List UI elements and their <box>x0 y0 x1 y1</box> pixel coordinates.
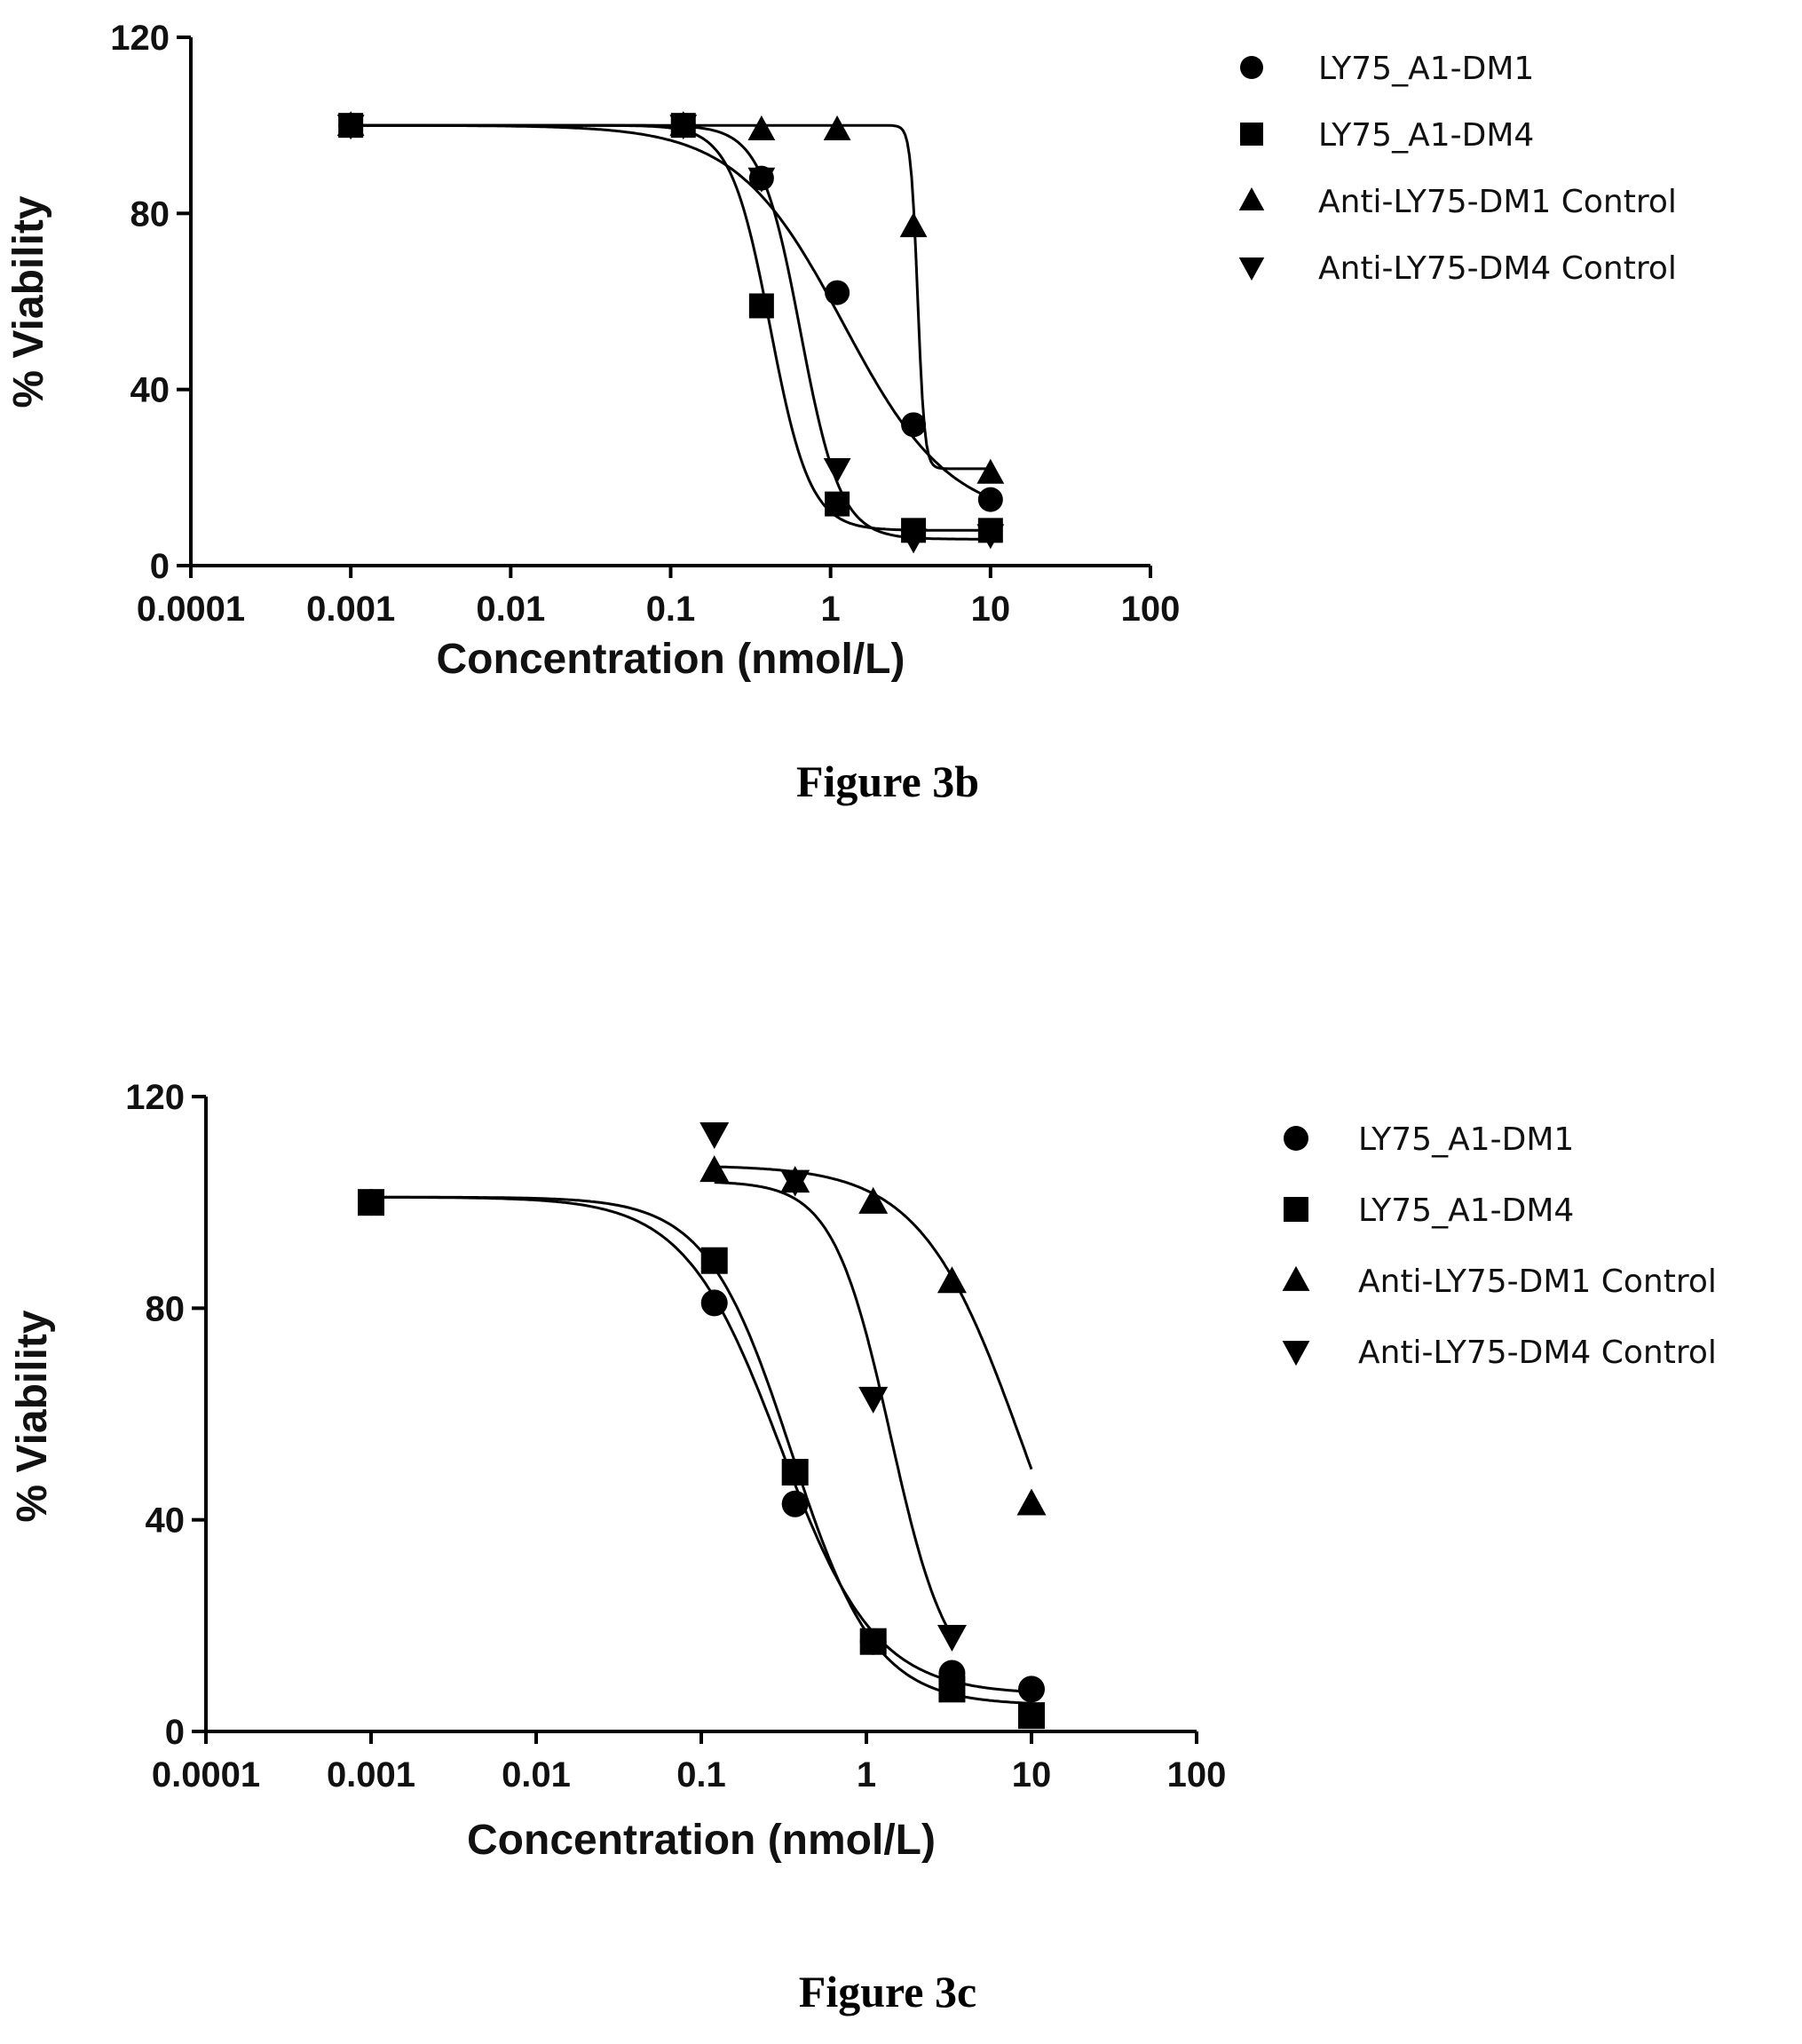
x-tick-label: 10 <box>971 590 1011 629</box>
data-point-circle <box>700 1289 728 1317</box>
data-point-triangle-up <box>699 1155 730 1183</box>
x-tick-label: 0.001 <box>327 1755 415 1794</box>
y-tick-label: 40 <box>146 1501 186 1541</box>
x-axis-title: Concentration (nmol/L) <box>467 1817 936 1864</box>
fit-curve-triangle-up <box>351 123 991 471</box>
data-point-square <box>748 293 774 319</box>
legend-label: LY75_A1-DM1 <box>1358 1121 1574 1158</box>
data-point-circle <box>825 280 850 305</box>
fit-curve-circle <box>351 123 992 500</box>
x-tick-label: 1 <box>821 590 841 629</box>
legend-marker-triangle-up <box>1238 187 1265 211</box>
data-point-triangle-down <box>976 524 1005 550</box>
data-point-triangle-down <box>669 115 698 140</box>
legend-label: LY75_A1-DM4 <box>1358 1192 1574 1229</box>
y-tick-label: 120 <box>125 1078 185 1117</box>
x-tick-label: 0.001 <box>306 590 395 629</box>
data-point-circle <box>781 1490 809 1517</box>
data-point-triangle-up <box>747 115 776 141</box>
x-tick-label: 0.0001 <box>152 1755 260 1794</box>
y-axis-title: % Viability <box>9 1310 56 1523</box>
data-point-triangle-down <box>780 1169 810 1197</box>
y-tick-label: 120 <box>110 19 170 58</box>
y-axis-title: % Viability <box>5 195 52 408</box>
data-point-triangle-up <box>937 1266 967 1294</box>
data-point-triangle-up <box>823 115 851 141</box>
data-point-triangle-up <box>899 212 928 238</box>
data-point-circle <box>1018 1676 1045 1703</box>
data-point-triangle-down <box>336 115 365 140</box>
data-point-triangle-up <box>1016 1488 1047 1516</box>
data-point-triangle-up <box>976 458 1005 484</box>
y-tick-label: 40 <box>130 371 170 410</box>
legend-marker-square <box>1284 1197 1308 1222</box>
x-tick-label: 0.01 <box>502 1755 571 1794</box>
data-point-triangle-up <box>858 1186 889 1214</box>
legend-label: LY75_A1-DM4 <box>1318 117 1534 154</box>
y-tick-label: 80 <box>130 194 170 234</box>
x-tick-label: 0.1 <box>676 1755 726 1794</box>
data-point-triangle-down <box>858 1386 889 1414</box>
legend-label: Anti-LY75-DM1 Control <box>1358 1264 1717 1300</box>
x-tick-label: 100 <box>1121 590 1181 629</box>
figure-caption: Figure 3c <box>799 1967 976 2016</box>
fit-curve-triangle-down <box>714 1181 953 1637</box>
data-point-square <box>358 1189 384 1216</box>
data-point-triangle-down <box>937 1625 967 1652</box>
chart-figure-3c: 0.0001 0.001 0.01 0.1 1 10 100 0 40 80 120 Concentr… <box>9 1078 1717 2016</box>
legend-marker-triangle-down <box>1238 257 1265 281</box>
data-point-square <box>825 491 850 517</box>
chart-figure-3b: 0.0001 0.001 0.01 0.1 1 10 100 0 40 80 120 Concentr… <box>5 19 1677 806</box>
data-point-square <box>938 1676 966 1703</box>
legend-label: Anti-LY75-DM1 Control <box>1318 184 1677 220</box>
x-tick-label: 10 <box>1012 1755 1052 1794</box>
legend-label: Anti-LY75-DM4 Control <box>1318 250 1677 287</box>
x-tick-label: 0.1 <box>646 590 696 629</box>
legend-marker-circle <box>1284 1126 1308 1151</box>
data-point-square <box>781 1459 809 1486</box>
data-point-triangle-down <box>823 458 851 484</box>
legend-label: Anti-LY75-DM4 Control <box>1358 1335 1717 1371</box>
legend-label: LY75_A1-DM1 <box>1318 51 1534 87</box>
figure-caption: Figure 3b <box>796 757 979 806</box>
legend-marker-circle <box>1240 56 1263 79</box>
data-point-circle <box>977 487 1003 512</box>
y-tick-label: 0 <box>165 1713 185 1752</box>
x-axis-title: Concentration (nmol/L) <box>437 636 905 683</box>
fit-curve-triangle-down <box>351 123 991 541</box>
data-point-triangle-down <box>747 167 776 193</box>
data-point-square <box>859 1628 887 1655</box>
x-tick-label: 100 <box>1167 1755 1227 1794</box>
data-point-circle <box>901 412 927 438</box>
y-tick-label: 80 <box>146 1289 186 1328</box>
legend-marker-square <box>1240 123 1263 146</box>
y-tick-label: 0 <box>150 547 170 586</box>
fit-curve-square <box>351 123 991 532</box>
x-tick-label: 0.0001 <box>137 590 245 629</box>
legend-marker-triangle-down <box>1282 1341 1310 1367</box>
data-point-square <box>700 1247 728 1274</box>
data-point-triangle-down <box>899 528 928 554</box>
data-point-square <box>1018 1702 1045 1730</box>
x-tick-label: 1 <box>857 1755 876 1794</box>
x-tick-label: 0.01 <box>476 590 545 629</box>
legend-marker-triangle-up <box>1282 1265 1310 1291</box>
data-point-triangle-down <box>699 1121 730 1149</box>
